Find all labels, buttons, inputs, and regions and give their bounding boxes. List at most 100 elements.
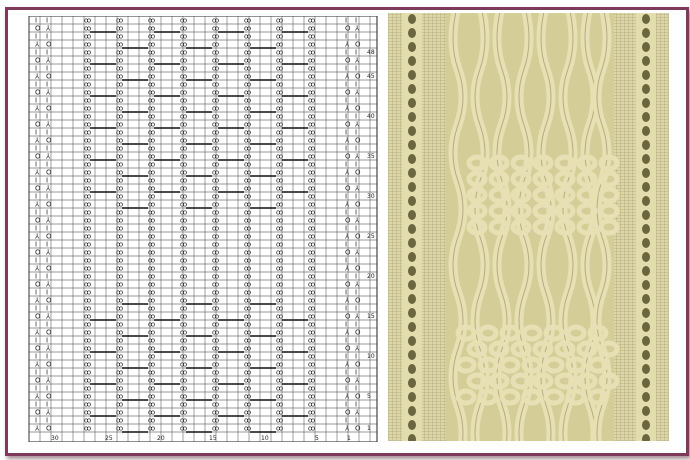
chart-symbol: ꝏ (148, 369, 155, 377)
honeycomb-knot (510, 154, 532, 172)
chart-symbol: I (46, 257, 48, 265)
chart-symbol: ꝏ (116, 217, 123, 225)
chart-symbol: ꝏ (116, 177, 123, 185)
chart-symbol: ⅄ (355, 153, 360, 161)
chart-symbol: ꝏ (244, 337, 251, 345)
chart-symbol: ꝏ (116, 385, 123, 393)
chart-symbol: ꝏ (276, 281, 283, 289)
chart-symbol: ꝏ (148, 377, 155, 385)
chart-symbol: I (46, 353, 48, 361)
chart-symbol: O (46, 137, 52, 145)
chart-symbol: I (46, 385, 48, 393)
chart-symbol: ꝏ (84, 409, 91, 417)
chart-symbol: ꝏ (244, 249, 251, 257)
chart-symbol: ꝏ (276, 73, 283, 81)
chart-symbol: I (35, 305, 37, 313)
chart-symbol: ꝏ (116, 209, 123, 217)
chart-symbol: ꝏ (116, 417, 123, 425)
eyelet-hole (642, 70, 650, 80)
honeycomb-knot (598, 202, 620, 220)
chart-symbol: ꝏ (212, 169, 219, 177)
chart-symbol: I (345, 305, 347, 313)
chart-symbol: I (46, 289, 48, 297)
chart-symbol: ꝏ (148, 265, 155, 273)
chart-symbol: I (46, 273, 48, 281)
honeycomb-knot (587, 388, 609, 406)
chart-symbol: ꝏ (148, 113, 155, 121)
chart-symbol: ꝏ (84, 81, 91, 89)
chart-symbol: ⅄ (355, 345, 360, 353)
chart-symbol: ꝏ (212, 177, 219, 185)
chart-symbol: O (35, 153, 41, 161)
chart-symbol: ꝏ (212, 345, 219, 353)
chart-symbol: I (35, 273, 37, 281)
chart-symbol: ꝏ (180, 233, 187, 241)
chart-symbol: ꝏ (84, 289, 91, 297)
chart-symbol: I (355, 97, 357, 105)
chart-symbol: ꝏ (116, 257, 123, 265)
chart-symbol: ꝏ (308, 385, 315, 393)
cable-strand-shadow (474, 13, 486, 441)
chart-symbol: ꝏ (148, 289, 155, 297)
chart-symbol: I (345, 113, 347, 121)
cable-strand (514, 13, 534, 441)
chart-symbol: ⅄ (35, 137, 40, 145)
chart-symbol: ꝏ (84, 377, 91, 385)
chart-symbol: ꝏ (84, 89, 91, 97)
chart-symbol: ꝏ (148, 393, 155, 401)
chart-symbol: I (35, 385, 37, 393)
chart-symbol: ꝏ (308, 137, 315, 145)
chart-symbol: ⅄ (355, 25, 360, 33)
cable-pattern-drawing (402, 13, 656, 441)
chart-symbol: ꝏ (180, 377, 187, 385)
eyelet-hole (408, 84, 416, 94)
eyelet-hole (642, 112, 650, 122)
chart-symbol: ꝏ (212, 385, 219, 393)
chart-symbol: ꝏ (212, 257, 219, 265)
eyelet-hole (408, 28, 416, 38)
chart-symbol: ꝏ (148, 57, 155, 65)
chart-symbol: ⅄ (46, 281, 51, 289)
chart-symbol: I (345, 417, 347, 425)
chart-symbol: ꝏ (116, 57, 123, 65)
honeycomb-knot (532, 372, 554, 390)
chart-symbol: ꝏ (84, 129, 91, 137)
chart-symbol: I (355, 161, 357, 169)
chart-symbol: ꝏ (276, 353, 283, 361)
chart-symbol: ꝏ (84, 73, 91, 81)
chart-symbol: ⅄ (345, 169, 350, 177)
honeycomb-knot (543, 388, 565, 406)
chart-symbol: ꝏ (84, 361, 91, 369)
eyelet-hole (408, 266, 416, 276)
column-label: 1 (347, 435, 351, 442)
eyelet-hole (408, 98, 416, 108)
chart-symbol: ꝏ (180, 105, 187, 113)
chart-symbol: I (355, 129, 357, 137)
chart-symbol: ꝏ (84, 105, 91, 113)
chart-symbol: ꝏ (308, 425, 315, 433)
chart-symbol: ꝏ (116, 337, 123, 345)
chart-symbol: ꝏ (308, 353, 315, 361)
chart-symbol: O (35, 345, 41, 353)
honeycomb-knot (598, 186, 620, 204)
chart-symbol: I (35, 193, 37, 201)
chart-symbol: ꝏ (276, 337, 283, 345)
chart-symbol: I (355, 177, 357, 185)
eyelet-hole (642, 364, 650, 374)
chart-symbol: ꝏ (276, 401, 283, 409)
honeycomb-knot (576, 340, 598, 358)
chart-symbol: O (46, 265, 52, 273)
chart-symbol: ꝏ (212, 225, 219, 233)
chart-symbol: ꝏ (308, 257, 315, 265)
chart-symbol: ꝏ (84, 57, 91, 65)
chart-symbol: ꝏ (212, 425, 219, 433)
chart-symbol: ꝏ (244, 153, 251, 161)
eyelet-hole (642, 420, 650, 430)
chart-symbol: ꝏ (212, 289, 219, 297)
chart-symbol: ꝏ (212, 281, 219, 289)
chart-symbol: ꝏ (116, 97, 123, 105)
honeycomb-knot (488, 218, 510, 236)
honeycomb-knot (466, 170, 488, 188)
chart-symbol: ꝏ (84, 169, 91, 177)
chart-symbol: ꝏ (84, 113, 91, 121)
